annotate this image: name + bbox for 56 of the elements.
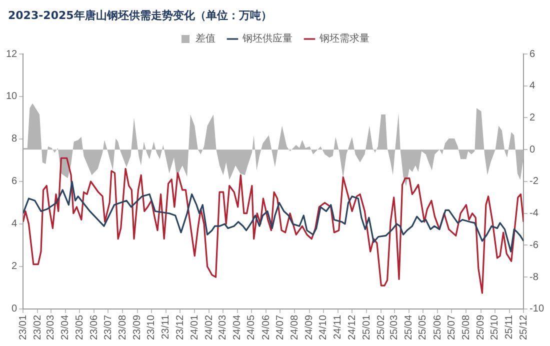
y-tick-label: 2 xyxy=(12,261,18,272)
x-tick-label: 25/05 xyxy=(418,314,429,340)
x-tick-label: 25/06 xyxy=(432,314,444,340)
y-tick-label: 0 xyxy=(12,304,18,315)
x-tick-label: 24/05 xyxy=(246,314,258,340)
x-tick-label: 24/09 xyxy=(304,314,316,340)
x-tick-label: 24/11 xyxy=(332,314,344,340)
x-tick-label: 23/08 xyxy=(117,314,128,340)
x-tick-label: 23/05 xyxy=(74,314,86,340)
y2-tick-label: -8 xyxy=(530,272,539,283)
y2-tick-label: -10 xyxy=(530,304,544,315)
x-tick-label: 24/07 xyxy=(274,314,286,340)
x-tick-label: 23/03 xyxy=(46,314,57,340)
x-tick-label: 24/06 xyxy=(260,314,272,340)
x-tick-label: 23/07 xyxy=(102,314,114,340)
x-tick-label: 23/04 xyxy=(60,314,72,340)
x-tick-label: 24/10 xyxy=(318,314,330,340)
x-tick-label: 24/08 xyxy=(289,314,300,340)
x-tick-label: 24/01 xyxy=(189,314,200,340)
y-tick-label: 12 xyxy=(6,48,18,60)
x-tick-label: 23/09 xyxy=(132,314,144,340)
y2-tick-label: -6 xyxy=(530,240,539,251)
y2-tick-label: -4 xyxy=(530,208,539,220)
x-tick-label: 23/11 xyxy=(160,314,172,340)
x-tick-label: 24/12 xyxy=(346,314,358,340)
y-tick-label: 4 xyxy=(12,218,18,230)
x-tick-label: 25/04 xyxy=(404,314,415,340)
x-tick-label: 24/04 xyxy=(232,314,244,340)
x-tick-label: 25/09 xyxy=(476,314,487,340)
x-tick-label: 25/08 xyxy=(460,314,472,340)
legend-label: 钢坯需求量 xyxy=(318,32,370,45)
x-tick-label: 25/02 xyxy=(376,314,387,340)
x-tick-label: 23/02 xyxy=(32,314,44,340)
legend-label: 钢坯供应量 xyxy=(242,32,292,45)
y-tick-label: 6 xyxy=(12,176,18,188)
y2-tick-label: 2 xyxy=(530,112,536,124)
legend-label: 差值 xyxy=(196,32,216,45)
x-tick-label: 23/12 xyxy=(174,314,186,340)
x-tick-label: 24/02 xyxy=(204,314,215,340)
y-tick-label: 8 xyxy=(12,134,18,145)
y2-tick-label: 6 xyxy=(530,48,536,60)
x-tick-label: 25/12 xyxy=(518,314,530,340)
chart-title: 2023-2025年唐山钢坯供需走势变化（单位：万吨） xyxy=(8,8,272,23)
x-tick-label: 25/07 xyxy=(446,314,458,340)
y-tick-label: 10 xyxy=(6,91,18,102)
y2-tick-label: 4 xyxy=(530,80,536,92)
y2-tick-label: 0 xyxy=(530,144,536,156)
y2-tick-label: -2 xyxy=(530,176,539,188)
x-tick-label: 23/10 xyxy=(146,314,158,340)
x-tick-label: 23/06 xyxy=(88,314,100,340)
x-tick-label: 25/01 xyxy=(361,314,372,340)
x-tick-label: 25/11 xyxy=(504,314,516,340)
x-tick-label: 23/01 xyxy=(18,314,29,340)
x-tick-label: 25/10 xyxy=(490,314,501,340)
x-tick-label: 24/03 xyxy=(218,314,229,340)
x-tick-label: 25/03 xyxy=(389,314,400,340)
